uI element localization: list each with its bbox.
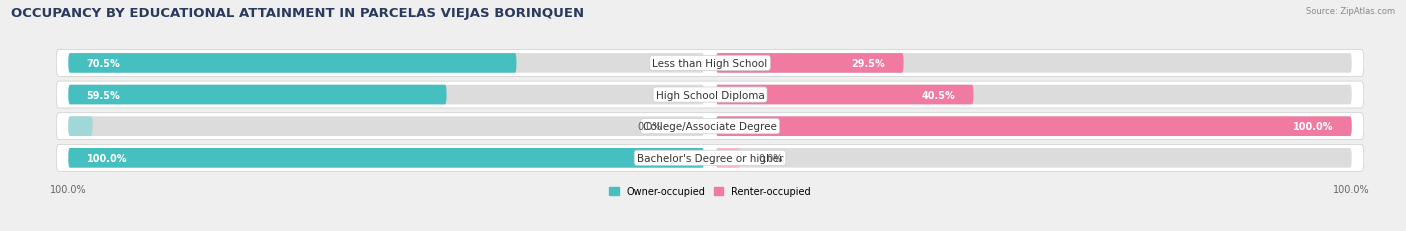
FancyBboxPatch shape: [716, 54, 904, 73]
Text: 0.0%: 0.0%: [758, 153, 783, 163]
Text: Bachelor's Degree or higher: Bachelor's Degree or higher: [637, 153, 783, 163]
FancyBboxPatch shape: [716, 148, 1351, 168]
Text: Less than High School: Less than High School: [652, 59, 768, 69]
FancyBboxPatch shape: [69, 54, 704, 73]
FancyBboxPatch shape: [69, 148, 704, 168]
FancyBboxPatch shape: [69, 117, 704, 136]
FancyBboxPatch shape: [716, 85, 1351, 105]
FancyBboxPatch shape: [716, 148, 741, 168]
FancyBboxPatch shape: [69, 85, 447, 105]
Text: 100.0%: 100.0%: [87, 153, 127, 163]
Legend: Owner-occupied, Renter-occupied: Owner-occupied, Renter-occupied: [606, 182, 814, 200]
Text: 29.5%: 29.5%: [852, 59, 886, 69]
FancyBboxPatch shape: [716, 117, 1351, 136]
Text: Source: ZipAtlas.com: Source: ZipAtlas.com: [1306, 7, 1395, 16]
FancyBboxPatch shape: [69, 54, 516, 73]
FancyBboxPatch shape: [716, 85, 973, 105]
Text: 70.5%: 70.5%: [87, 59, 121, 69]
Text: High School Diploma: High School Diploma: [655, 90, 765, 100]
FancyBboxPatch shape: [69, 148, 704, 168]
Text: 40.5%: 40.5%: [921, 90, 955, 100]
Text: 100.0%: 100.0%: [1294, 122, 1333, 132]
FancyBboxPatch shape: [56, 145, 1364, 171]
FancyBboxPatch shape: [69, 117, 93, 136]
FancyBboxPatch shape: [56, 113, 1364, 140]
FancyBboxPatch shape: [56, 82, 1364, 109]
FancyBboxPatch shape: [56, 50, 1364, 77]
Text: College/Associate Degree: College/Associate Degree: [643, 122, 778, 132]
Text: 59.5%: 59.5%: [87, 90, 121, 100]
FancyBboxPatch shape: [716, 117, 1351, 136]
FancyBboxPatch shape: [69, 85, 704, 105]
Text: 0.0%: 0.0%: [637, 122, 662, 132]
Text: OCCUPANCY BY EDUCATIONAL ATTAINMENT IN PARCELAS VIEJAS BORINQUEN: OCCUPANCY BY EDUCATIONAL ATTAINMENT IN P…: [11, 7, 585, 20]
FancyBboxPatch shape: [716, 54, 1351, 73]
